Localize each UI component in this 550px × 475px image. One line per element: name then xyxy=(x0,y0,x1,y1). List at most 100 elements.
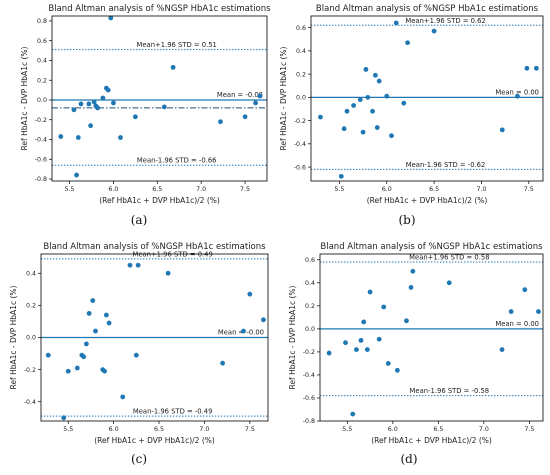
y-tick-label: -0.2 xyxy=(294,118,306,125)
x-tick-label: 7.5 xyxy=(524,186,534,193)
y-tick-label: 0.6 xyxy=(37,38,47,45)
x-tick-label: 7.0 xyxy=(476,186,486,193)
y-tick-label: 0.2 xyxy=(26,303,36,310)
data-point xyxy=(247,291,253,297)
data-point xyxy=(389,133,394,139)
y-tick-label: 0.0 xyxy=(296,95,306,102)
data-point xyxy=(499,127,505,133)
x-tick-label: 7.0 xyxy=(196,186,206,193)
x-tick-label: 6.0 xyxy=(382,186,392,193)
y-tick-label: 0.2 xyxy=(296,71,306,78)
data-point xyxy=(108,15,114,21)
y-tick-label: 0.4 xyxy=(305,280,315,287)
data-point xyxy=(81,354,87,360)
data-point xyxy=(253,100,258,106)
data-point xyxy=(165,270,171,276)
data-point xyxy=(45,352,51,358)
data-point xyxy=(318,114,323,120)
data-point xyxy=(261,317,266,323)
data-point xyxy=(90,298,96,303)
y-tick-label: -0.8 xyxy=(303,418,315,425)
data-point xyxy=(241,328,246,334)
y-axis-label: Ref HbA1c - DVP HbA1c (%) xyxy=(288,285,297,389)
y-tick-label: -0.6 xyxy=(294,164,306,171)
data-point xyxy=(404,318,409,324)
x-axis-label: (Ref HbA1c + DVP HbA1c)/2 (%) xyxy=(371,436,492,445)
y-tick-label: -0.4 xyxy=(294,141,306,148)
y-tick-label: 0.6 xyxy=(305,257,315,264)
data-point xyxy=(364,347,370,352)
y-tick-label: 0.2 xyxy=(305,303,315,310)
chart-panel-b: Bland Altman analysis of %NGSP HbA1c est… xyxy=(279,4,544,205)
y-tick-label: 0.4 xyxy=(26,270,36,277)
data-point xyxy=(376,78,382,84)
y-tick-label: -0.4 xyxy=(24,399,36,406)
x-tick-label: 7.5 xyxy=(524,426,534,433)
x-axis-label: (Ref HbA1c + DVP HbA1c)/2 (%) xyxy=(94,436,215,445)
data-point xyxy=(111,100,116,106)
data-point xyxy=(524,65,530,71)
y-tick-label: -0.2 xyxy=(303,349,315,356)
data-point xyxy=(536,309,541,314)
data-point xyxy=(100,95,106,101)
lower-loa-label: Mean-1.96 STD = -0.62 xyxy=(406,161,486,169)
data-point xyxy=(326,350,332,356)
y-tick-label: -0.2 xyxy=(35,117,47,124)
y-tick-label: 0.4 xyxy=(296,48,306,55)
y-tick-label: -0.4 xyxy=(303,372,315,379)
x-tick-label: 6.0 xyxy=(388,426,398,433)
mean-label: Mean = -0.08 xyxy=(217,91,263,99)
data-point xyxy=(446,280,452,286)
data-point xyxy=(120,394,126,400)
x-tick-label: 7.5 xyxy=(240,186,250,193)
chart-panel-c: Bland Altman analysis of %NGSP HbA1c est… xyxy=(9,242,269,445)
caption-c: (c) xyxy=(130,452,148,466)
y-tick-label: 0.0 xyxy=(37,97,47,104)
data-point xyxy=(118,135,123,140)
x-axis-label: (Ref HbA1c + DVP HbA1c)/2 (%) xyxy=(99,196,220,205)
y-axis-label: Ref HbA1c - DVP HbA1c (%) xyxy=(9,285,18,389)
data-point xyxy=(431,28,437,34)
data-point xyxy=(74,365,80,371)
data-point xyxy=(350,411,356,417)
y-tick-label: 0.0 xyxy=(305,326,315,333)
data-point xyxy=(515,93,520,99)
x-tick-label: 7.5 xyxy=(245,426,255,433)
data-point xyxy=(106,320,112,326)
y-axis-label: Ref HbA1c - DVP HbA1c (%) xyxy=(279,46,288,150)
data-point xyxy=(242,114,248,120)
data-point xyxy=(71,107,77,113)
y-tick-label: 0.8 xyxy=(37,18,47,25)
mean-label: Mean = 0.00 xyxy=(495,88,539,96)
y-tick-label: -0.6 xyxy=(303,395,315,402)
plot-frame xyxy=(310,15,544,182)
data-point xyxy=(220,360,226,366)
data-point xyxy=(344,108,350,114)
data-point xyxy=(361,319,367,325)
data-point xyxy=(405,40,410,46)
y-tick-label: 0.2 xyxy=(37,77,47,84)
x-tick-label: 6.5 xyxy=(152,186,162,193)
data-point xyxy=(93,328,98,334)
data-point xyxy=(341,126,347,132)
data-point xyxy=(338,173,344,179)
data-point xyxy=(88,123,94,129)
x-tick-label: 7.0 xyxy=(479,426,489,433)
caption-a: (a) xyxy=(130,213,148,227)
mean-label: Mean = 0.00 xyxy=(495,320,539,328)
data-point xyxy=(410,268,416,274)
data-point xyxy=(372,72,378,78)
y-tick-label: -0.4 xyxy=(35,137,47,144)
data-point xyxy=(370,108,375,114)
y-axis-label: Ref HbA1c - DVP HbA1c (%) xyxy=(20,46,29,150)
data-point xyxy=(360,129,366,135)
data-point xyxy=(86,101,92,107)
data-point xyxy=(354,347,359,352)
x-tick-label: 5.5 xyxy=(342,426,352,433)
mean-label: Mean = -0.00 xyxy=(218,329,264,337)
data-point xyxy=(61,415,67,421)
data-point xyxy=(105,87,111,93)
data-point xyxy=(376,336,382,342)
data-point xyxy=(133,352,139,358)
data-point xyxy=(522,287,528,293)
